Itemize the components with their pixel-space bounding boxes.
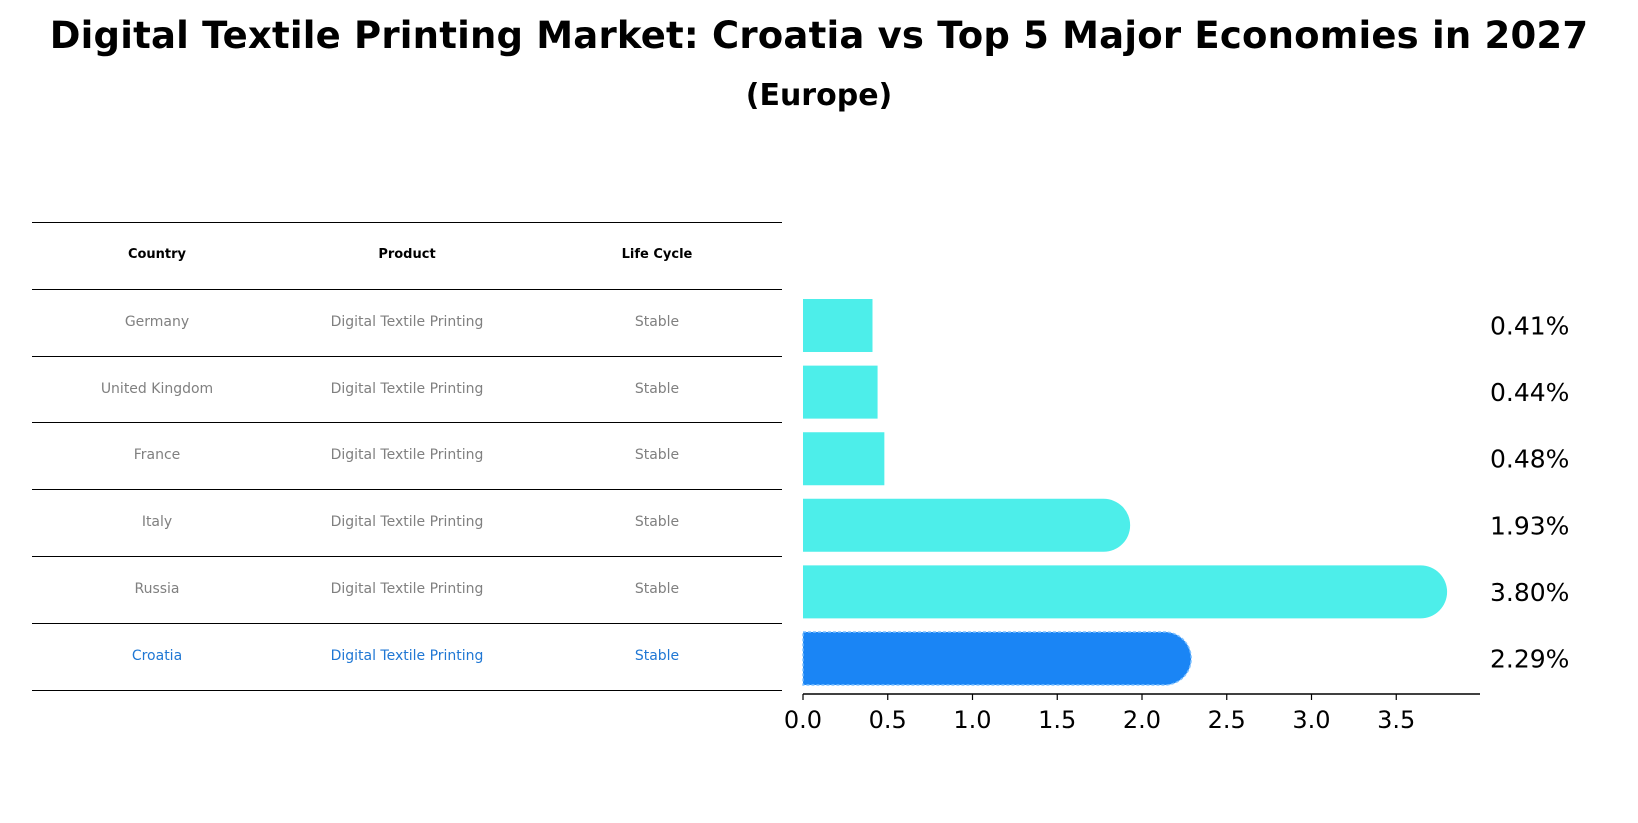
value-label: 1.93% [1490,511,1569,540]
cell-product: Digital Textile Printing [330,381,484,397]
bar-united-kingdom [803,365,878,419]
header-product: Product [378,247,436,262]
cell-life-cycle: Stable [634,381,680,397]
x-tick-label: 2.5 [1208,706,1246,734]
bar-italy [803,498,1131,552]
cell-product: Digital Textile Printing [330,314,484,330]
cell-country: France [133,447,181,463]
cell-product-highlight: Digital Textile Printing [330,648,484,664]
cell-life-cycle: Stable [634,514,680,530]
header-life-cycle: Life Cycle [621,247,693,262]
value-label: 0.41% [1490,312,1569,341]
table-rule [32,289,782,290]
table-rule [32,556,782,557]
cell-product: Digital Textile Printing [330,581,484,597]
x-tick-label: 1.5 [1038,706,1076,734]
cell-country: Italy [141,514,173,530]
value-label: 0.48% [1490,445,1569,474]
cell-life-cycle: Stable [634,314,680,330]
value-label: 2.29% [1490,645,1569,674]
cell-country: Germany [124,314,190,330]
cell-country: Russia [134,581,180,597]
x-tick-label: 1.0 [953,706,991,734]
cell-country: United Kingdom [100,381,214,397]
bar-russia [803,565,1448,619]
cell-product: Digital Textile Printing [330,447,484,463]
value-label: 3.80% [1490,578,1569,607]
cell-life-cycle: Stable [634,447,680,463]
value-label: 0.44% [1490,378,1569,407]
header-country: Country [127,247,187,262]
table-rule [32,356,782,357]
table-rule [32,222,782,223]
cell-life-cycle-highlight: Stable [634,648,680,664]
bar-germany [803,299,873,352]
x-tick-label: 3.5 [1377,706,1415,734]
cell-country-highlight: Croatia [131,648,183,664]
table-rule [32,422,782,423]
x-tick-label: 2.0 [1123,706,1161,734]
cell-life-cycle: Stable [634,581,680,597]
cell-product: Digital Textile Printing [330,514,484,530]
bar-croatia [802,631,1192,686]
chart-subtitle: (Europe) [745,78,893,113]
chart-title: Digital Textile Printing Market: Croatia… [49,14,1589,57]
bar-france [803,432,885,486]
x-tick-label: 0.5 [869,706,907,734]
table-rule [32,489,782,490]
table-rule [32,623,782,624]
table-rule [32,690,782,691]
x-tick-label: 3.0 [1292,706,1330,734]
x-tick-label: 0.0 [784,706,822,734]
